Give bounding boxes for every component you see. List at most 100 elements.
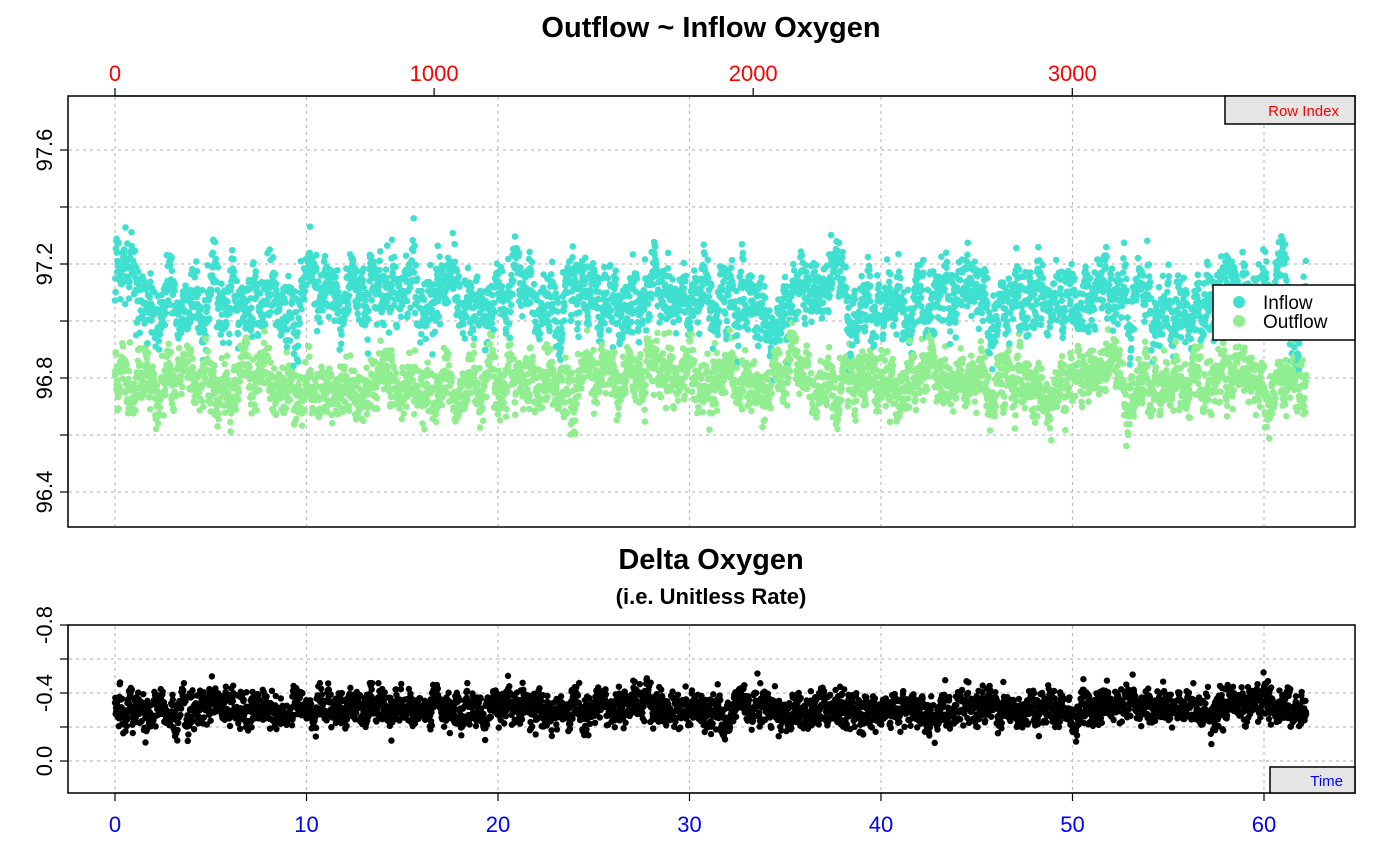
inflow-point	[696, 331, 703, 338]
inflow-point	[471, 335, 478, 342]
outflow-point	[651, 392, 658, 399]
inflow-point	[191, 274, 198, 281]
inflow-point	[384, 242, 391, 249]
inflow-point	[705, 256, 712, 263]
inflow-point	[362, 297, 369, 304]
outflow-point	[168, 349, 175, 356]
outflow-point	[510, 356, 517, 363]
inflow-point	[392, 263, 399, 270]
inflow-point	[230, 256, 237, 263]
inflow-point	[607, 262, 614, 269]
inflow-point	[708, 283, 715, 290]
outflow-point	[253, 407, 260, 414]
outflow-point	[669, 354, 676, 361]
inflow-point	[510, 277, 517, 284]
outflow-point	[887, 418, 894, 425]
outflow-point	[448, 373, 455, 380]
outflow-point	[675, 397, 682, 404]
inflow-point	[270, 254, 277, 261]
inflow-point	[628, 319, 635, 326]
outflow-point	[751, 358, 758, 365]
outflow-point	[205, 348, 212, 355]
inflow-point	[728, 264, 735, 271]
inflow-point	[782, 274, 789, 281]
outflow-point	[433, 418, 440, 425]
inflow-point	[317, 319, 324, 326]
inflow-point	[295, 342, 302, 349]
outflow-point	[214, 423, 221, 430]
inflow-point	[636, 339, 643, 346]
outflow-point	[389, 357, 396, 364]
inflow-point	[734, 332, 741, 339]
inflow-point	[645, 301, 652, 308]
outflow-point	[637, 351, 644, 358]
outflow-point	[403, 403, 410, 410]
outflow-point	[126, 368, 133, 375]
outflow-point	[603, 390, 610, 397]
outflow-point	[127, 339, 134, 346]
outflow-point	[776, 362, 783, 369]
inflow-point	[634, 275, 641, 282]
outflow-point	[256, 387, 263, 394]
outflow-point	[492, 354, 499, 361]
outflow-point	[803, 342, 810, 349]
inflow-point	[218, 280, 225, 287]
inflow-point	[673, 330, 680, 337]
inflow-point	[307, 223, 314, 230]
outflow-point	[363, 364, 370, 371]
outflow-point	[495, 411, 502, 418]
inflow-point	[332, 274, 339, 281]
inflow-point	[867, 283, 874, 290]
outflow-point	[188, 346, 195, 353]
inflow-point	[837, 268, 844, 275]
outflow-point	[477, 424, 484, 431]
inflow-point	[122, 301, 129, 308]
inflow-point	[507, 335, 514, 342]
inflow-point	[866, 266, 873, 273]
outflow-point	[596, 388, 603, 395]
inflow-point	[626, 293, 633, 300]
inflow-point	[642, 256, 649, 263]
inflow-point	[862, 324, 869, 331]
inflow-point	[418, 288, 425, 295]
inflow-point	[171, 288, 178, 295]
outflow-point	[273, 411, 280, 418]
inflow-point	[799, 252, 806, 259]
inflow-point	[208, 287, 215, 294]
outflow-point	[575, 393, 582, 400]
inflow-point	[432, 328, 439, 335]
inflow-point	[279, 329, 286, 336]
outflow-point	[666, 329, 673, 336]
inflow-point	[721, 299, 728, 306]
inflow-point	[248, 305, 255, 312]
inflow-point	[548, 271, 555, 278]
outflow-point	[726, 327, 733, 334]
inflow-point	[194, 268, 201, 275]
inflow-point	[665, 265, 672, 272]
inflow-point	[745, 326, 752, 333]
outflow-point	[146, 394, 153, 401]
outflow-point	[591, 410, 598, 417]
inflow-point	[235, 331, 242, 338]
inflow-point	[836, 240, 843, 247]
inflow-point	[789, 303, 796, 310]
inflow-point	[806, 276, 813, 283]
inflow-point	[575, 320, 582, 327]
outflow-point	[346, 408, 353, 415]
outflow-point	[615, 404, 622, 411]
inflow-point	[700, 241, 707, 248]
outflow-point	[642, 382, 649, 389]
inflow-point	[391, 254, 398, 261]
inflow-point	[126, 278, 133, 285]
inflow-point	[826, 292, 833, 299]
inflow-point	[840, 276, 847, 283]
outflow-point	[154, 382, 161, 389]
outflow-point	[564, 410, 571, 417]
inflow-point	[758, 274, 765, 281]
inflow-point	[462, 335, 469, 342]
inflow-point	[653, 260, 660, 267]
outflow-point	[115, 405, 122, 412]
outflow-point	[267, 359, 274, 366]
inflow-point	[132, 248, 139, 255]
